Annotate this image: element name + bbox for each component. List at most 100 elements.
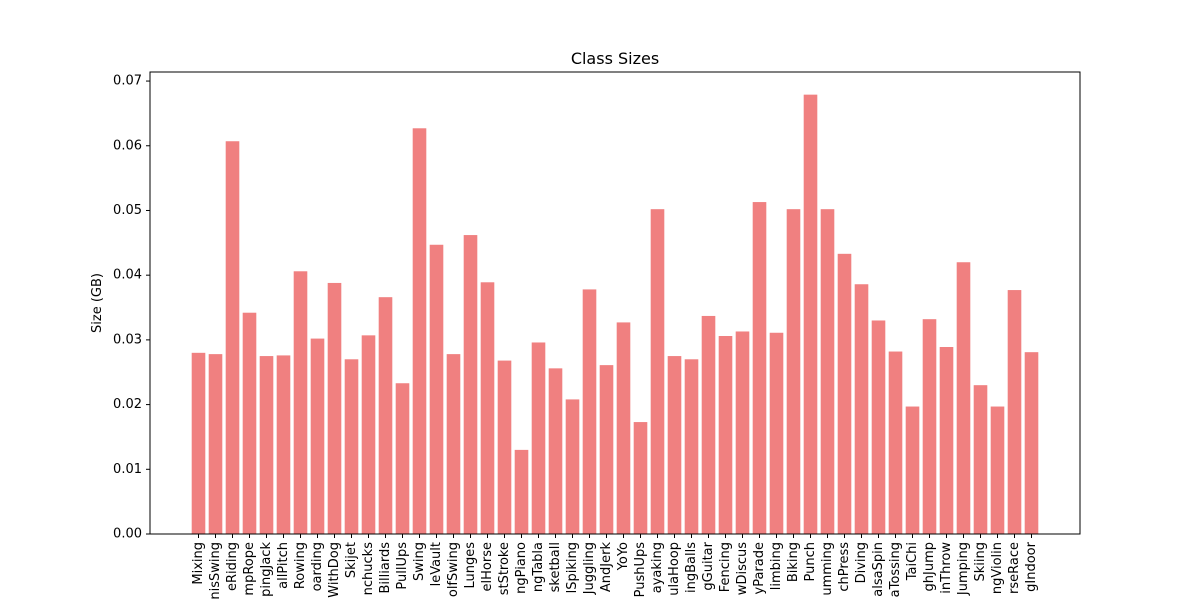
x-tick-label: Diving	[854, 542, 869, 583]
bar	[480, 282, 495, 534]
x-tick-label: Fencing	[718, 542, 733, 592]
bar	[412, 128, 427, 535]
x-tick-label: umming	[820, 542, 835, 596]
bar	[310, 338, 325, 534]
x-tick-label: chPress	[837, 542, 852, 592]
bar	[633, 422, 648, 534]
x-tick-label: Skijet	[344, 542, 359, 578]
x-tick-label: yParade	[752, 542, 767, 594]
bar	[446, 354, 461, 534]
bar	[888, 351, 903, 534]
y-tick-label: 0.07	[113, 74, 142, 89]
bar	[599, 365, 614, 534]
bar	[395, 383, 410, 534]
bar	[582, 289, 597, 534]
x-tick-label: allPitch	[276, 542, 291, 589]
bar	[429, 244, 444, 534]
x-tick-label: inThrow	[939, 542, 954, 594]
x-tick-label: gGuitar	[701, 541, 716, 590]
bar	[735, 331, 750, 534]
x-tick-label: Punch	[803, 542, 818, 581]
bar	[344, 359, 359, 534]
x-tick-label: Swing	[412, 542, 427, 581]
bar	[769, 332, 784, 534]
x-tick-label: ayaking	[650, 542, 665, 593]
bar	[854, 284, 869, 534]
bar	[259, 356, 274, 534]
y-tick-label: 0.04	[113, 268, 142, 283]
bars-group	[191, 94, 1039, 535]
x-tick-label: PushUps	[633, 542, 648, 598]
x-tick-label: olfSwing	[446, 542, 461, 597]
x-tick-label: oarding	[310, 542, 325, 591]
x-axis-ticks: Mixing nisSwing eRiding mpRope pingJack allPi…	[191, 534, 1039, 600]
y-tick-label: 0.02	[113, 397, 142, 412]
x-tick-label: ulaHoop	[667, 542, 682, 596]
bar	[718, 336, 733, 534]
bar	[1024, 352, 1039, 534]
x-tick-label: gIndoor	[1024, 541, 1039, 591]
bar	[684, 359, 699, 534]
x-tick-label: elHorse	[480, 542, 495, 591]
chart-title: Class Sizes	[571, 49, 659, 68]
x-tick-label: Juggling	[582, 542, 597, 595]
y-tick-label: 0.05	[113, 203, 142, 218]
x-tick-label: ngViolin	[990, 542, 1005, 594]
x-tick-label: nisSwing	[208, 542, 223, 600]
x-tick-label: sketball	[548, 542, 563, 592]
x-tick-label: eRiding	[225, 542, 240, 591]
x-tick-label: aTossing	[888, 542, 903, 597]
bar	[939, 347, 954, 534]
bar	[378, 297, 393, 534]
x-tick-label: pingJack	[259, 542, 274, 597]
bar	[1007, 290, 1022, 534]
x-tick-label: ingBalls	[684, 542, 699, 593]
bar	[361, 335, 376, 534]
bar	[837, 253, 852, 534]
x-tick-label: Billiards	[378, 542, 393, 594]
x-tick-label: stStroke	[497, 542, 512, 595]
x-tick-label: Skiing	[973, 542, 988, 582]
bar	[242, 312, 257, 534]
y-tick-label: 0.00	[113, 527, 142, 542]
bar	[616, 322, 631, 534]
bar	[497, 360, 512, 534]
x-tick-label: AndJerk	[599, 542, 614, 593]
bar	[514, 449, 529, 534]
x-tick-label: alsaSpin	[871, 542, 886, 597]
bar	[548, 368, 563, 534]
bar	[871, 320, 886, 534]
bar	[973, 385, 988, 534]
bar	[650, 209, 665, 534]
bar	[667, 356, 682, 534]
x-tick-label: WithDog	[327, 542, 342, 598]
x-tick-label: Mixing	[191, 542, 206, 585]
bar	[701, 315, 716, 534]
bar	[786, 209, 801, 534]
bar	[922, 319, 937, 534]
bar	[463, 235, 478, 534]
x-tick-label: TaiChi	[905, 542, 920, 581]
bar	[990, 406, 1005, 534]
x-tick-label: rseRace	[1007, 542, 1022, 594]
bar	[820, 209, 835, 534]
bar	[956, 262, 971, 534]
x-tick-label: Lunges	[463, 542, 478, 589]
x-tick-label: Jumping	[956, 542, 971, 596]
y-tick-label: 0.06	[113, 138, 142, 153]
x-tick-label: ngTabla	[531, 542, 546, 592]
bar	[191, 352, 206, 534]
x-tick-label: limbing	[769, 542, 784, 590]
x-tick-label: Rowing	[293, 542, 308, 589]
y-tick-label: 0.01	[113, 462, 142, 477]
x-tick-label: mpRope	[242, 542, 257, 596]
x-tick-label: ghJump	[922, 542, 937, 591]
bar	[803, 94, 818, 535]
x-tick-label: lSpiking	[565, 542, 580, 593]
bar	[276, 355, 291, 534]
y-axis-title: Size (GB)	[90, 273, 105, 333]
x-tick-label: ngPiano	[514, 542, 529, 594]
x-tick-label: YoYo	[616, 542, 631, 571]
x-tick-label: leVault	[429, 542, 444, 586]
